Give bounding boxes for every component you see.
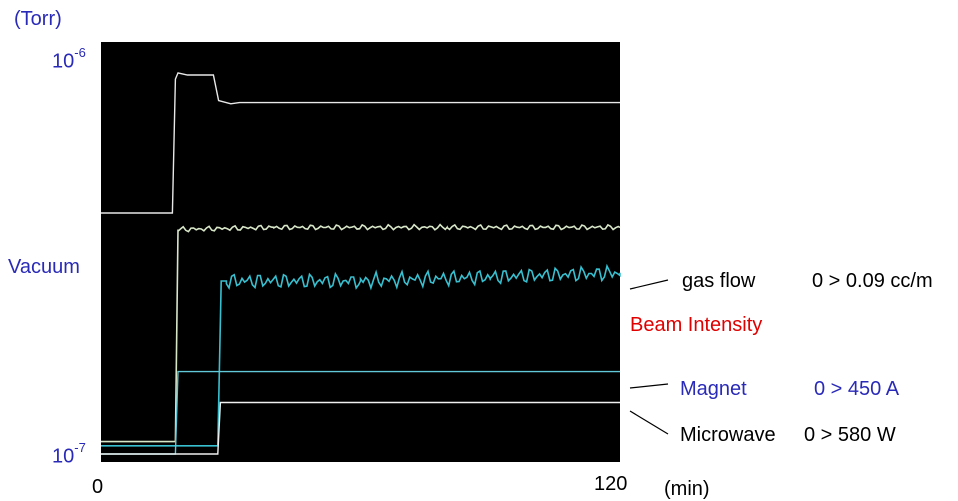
magnet-label: Magnet <box>680 378 747 400</box>
vacuum-label: Vacuum <box>8 256 80 278</box>
y-bottom-tick: 10-7 <box>52 440 86 469</box>
y-bottom-exp: -7 <box>74 440 86 455</box>
series-line-beam-intensity <box>101 263 621 447</box>
magnet-leader <box>629 383 669 389</box>
plot-area <box>101 42 620 454</box>
series-line-gas-flow <box>101 223 621 443</box>
microwave-label: Microwave <box>680 424 776 446</box>
microwave-range: 0 > 580 W <box>804 424 896 446</box>
series-line-vacuum <box>101 72 620 214</box>
series-line-microwave <box>101 401 620 455</box>
y-bottom-base: 10 <box>52 445 75 468</box>
y-unit-label: (Torr) <box>14 8 62 30</box>
y-top-exp: -6 <box>74 45 86 60</box>
x-axis-bar <box>101 454 620 462</box>
beam-intensity-label: Beam Intensity <box>630 314 763 336</box>
magnet-range: 0 > 450 A <box>814 378 900 400</box>
microwave-leader <box>629 410 669 435</box>
series-layer <box>101 72 621 455</box>
gas-flow-leader <box>629 279 669 290</box>
x-tick-0: 0 <box>92 476 104 498</box>
gas-flow-range: 0 > 0.09 cc/m <box>812 270 933 292</box>
x-unit-label: (min) <box>664 478 710 500</box>
y-top-tick: 10-6 <box>52 45 86 74</box>
y-top-base: 10 <box>52 50 75 73</box>
gas-flow-label: gas flow <box>682 270 756 292</box>
x-tick-120: 120 <box>594 473 628 495</box>
